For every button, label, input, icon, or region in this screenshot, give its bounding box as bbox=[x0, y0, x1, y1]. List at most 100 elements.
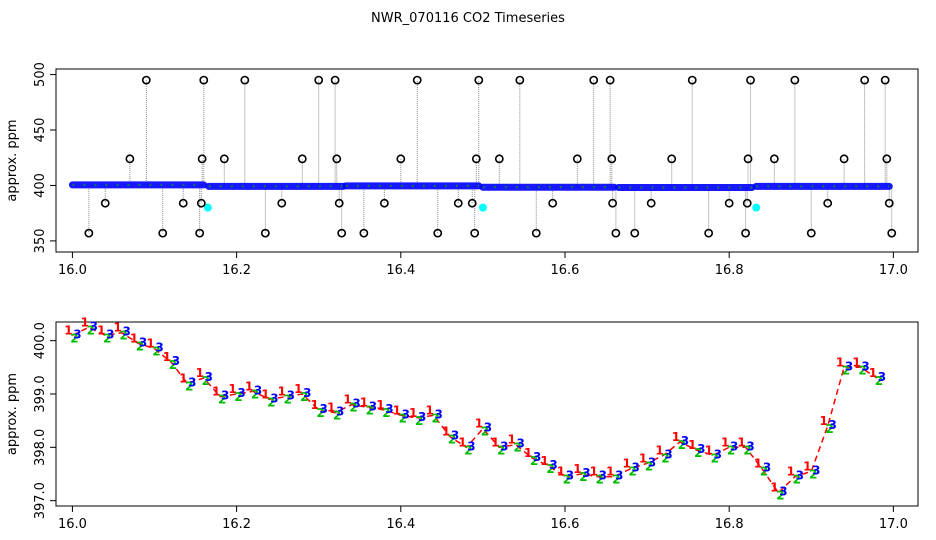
co2-point-25-digit-1: 1 bbox=[475, 417, 483, 431]
outlier-point-40 bbox=[630, 228, 640, 238]
co2-point-16-digit-1: 1 bbox=[327, 401, 335, 415]
co2-point-4-digit-1: 1 bbox=[130, 331, 138, 345]
top-panel-marks bbox=[68, 75, 897, 238]
co2-series-line bbox=[72, 326, 878, 494]
co2-point-8-digit-3: 3 bbox=[205, 370, 213, 384]
co2-point-41-digit-3: 3 bbox=[746, 439, 754, 453]
top-panel-y-tick-label-0: 350 bbox=[33, 228, 48, 253]
outlier-point-43 bbox=[687, 75, 697, 85]
co2-point-41-digit-2: 2 bbox=[743, 443, 751, 457]
bottom-panel-y-tick-label-0: 397.0 bbox=[33, 482, 48, 519]
co2-point-45-digit-3: 3 bbox=[812, 463, 820, 477]
outlier-point-13 bbox=[277, 198, 287, 208]
co2-point-35-digit-2: 2 bbox=[645, 459, 653, 473]
co2-point-26-digit-3: 3 bbox=[500, 439, 508, 453]
co2-point-47-digit-1: 1 bbox=[836, 355, 844, 369]
co2-point-3-digit-1: 1 bbox=[113, 321, 121, 335]
co2-point-22-digit-1: 1 bbox=[425, 403, 433, 417]
outlier-point-12 bbox=[260, 228, 270, 238]
outlier-point-28 bbox=[474, 75, 484, 85]
co2-point-1-digit-3: 3 bbox=[90, 319, 98, 333]
co2-point-3-digit-3: 3 bbox=[122, 325, 130, 339]
outlier-point-2 bbox=[125, 154, 135, 164]
co2-point-33-digit-1: 1 bbox=[606, 465, 614, 479]
outlier-point-24 bbox=[433, 228, 443, 238]
co2-point-9-digit-1: 1 bbox=[212, 385, 220, 399]
outlier-point-34 bbox=[572, 154, 582, 164]
co2-point-23-digit-2: 2 bbox=[448, 433, 456, 447]
co2-point-23-digit-3: 3 bbox=[451, 429, 459, 443]
co2-point-45-digit-1: 1 bbox=[803, 459, 811, 473]
outlier-point-56 bbox=[880, 75, 890, 85]
outlier-point-10 bbox=[219, 154, 229, 164]
outlier-point-38 bbox=[608, 198, 618, 208]
outlier-point-30 bbox=[494, 154, 504, 164]
co2-point-10-digit-1: 1 bbox=[228, 382, 236, 396]
co2-point-20-digit-3: 3 bbox=[402, 407, 410, 421]
co2-point-29-digit-2: 2 bbox=[546, 462, 554, 476]
outlier-point-9 bbox=[196, 198, 206, 208]
top-panel-frame bbox=[55, 68, 919, 253]
outlier-point-14 bbox=[297, 154, 307, 164]
bottom-panel-y-axis-label: approx. ppm bbox=[5, 373, 20, 455]
co2-point-2-digit-1: 1 bbox=[97, 323, 105, 337]
co2-point-18-digit-1: 1 bbox=[360, 395, 368, 409]
co2-point-6-digit-2: 2 bbox=[169, 358, 177, 372]
outlier-point-54 bbox=[839, 154, 849, 164]
bottom-panel-y-tick-label-3: 400.0 bbox=[33, 322, 48, 359]
co2-point-12-digit-3: 3 bbox=[270, 391, 278, 405]
co2-point-43-digit-3: 3 bbox=[779, 485, 787, 499]
co2-point-49-digit-3: 3 bbox=[878, 370, 886, 384]
co2-point-12-digit-2: 2 bbox=[267, 395, 275, 409]
co2-point-29-digit-3: 3 bbox=[549, 458, 557, 472]
co2-point-27-digit-1: 1 bbox=[508, 433, 516, 447]
bottom-panel-x-tick-label-5: 17.0 bbox=[879, 517, 908, 532]
outlier-point-6 bbox=[195, 228, 205, 238]
outlier-point-39 bbox=[611, 228, 621, 238]
top-panel-y-axis-label: approx. ppm bbox=[5, 119, 20, 201]
outlier-point-15 bbox=[314, 75, 324, 85]
co2-point-26-digit-2: 2 bbox=[497, 443, 505, 457]
outlier-point-51 bbox=[790, 75, 800, 85]
co2-point-16-digit-3: 3 bbox=[336, 405, 344, 419]
co2-point-15-digit-2: 2 bbox=[317, 406, 325, 420]
co2-point-8-digit-2: 2 bbox=[202, 374, 210, 388]
outlier-point-57 bbox=[882, 154, 892, 164]
co2-point-34-digit-3: 3 bbox=[631, 461, 639, 475]
outlier-point-50 bbox=[769, 154, 779, 164]
bottom-panel-frame bbox=[55, 321, 919, 507]
outlier-point-35 bbox=[589, 75, 599, 85]
co2-point-10-digit-2: 2 bbox=[234, 390, 242, 404]
co2-point-0-digit-1: 1 bbox=[64, 323, 72, 337]
co2-point-44-digit-3: 3 bbox=[796, 469, 804, 483]
outlier-point-18 bbox=[334, 198, 344, 208]
top-panel-x-tick-label-3: 16.6 bbox=[551, 263, 580, 278]
top-panel-x-tick-label-0: 16.0 bbox=[58, 263, 87, 278]
co2-point-11-digit-3: 3 bbox=[254, 383, 262, 397]
co2-point-6-digit-3: 3 bbox=[172, 354, 180, 368]
co2-point-48-digit-2: 2 bbox=[858, 363, 866, 377]
co2-point-30-digit-3: 3 bbox=[566, 469, 574, 483]
co2-point-4-digit-3: 3 bbox=[139, 335, 147, 349]
co2-point-11-digit-2: 2 bbox=[251, 387, 259, 401]
outlier-point-5 bbox=[178, 198, 188, 208]
outlier-point-25 bbox=[453, 198, 463, 208]
outlier-point-20 bbox=[359, 228, 369, 238]
top-panel-y-tick-label-1: 400 bbox=[33, 173, 48, 198]
co2-point-37-digit-1: 1 bbox=[672, 430, 680, 444]
co2-point-40-digit-3: 3 bbox=[730, 439, 738, 453]
co2-point-45-digit-2: 2 bbox=[809, 467, 817, 481]
top-panel-axes: 16.0 16.2 16.4 16.6 16.8 17.0 350 400 450 500 bbox=[33, 62, 908, 278]
outlier-point-27 bbox=[471, 154, 481, 164]
top-panel-x-tick-label-2: 16.4 bbox=[386, 263, 415, 278]
outlier-point-53 bbox=[823, 198, 833, 208]
highlight-point-1 bbox=[478, 203, 487, 212]
co2-point-14-digit-3: 3 bbox=[303, 386, 311, 400]
co2-point-13-digit-3: 3 bbox=[287, 389, 295, 403]
co2-point-1-digit-2: 2 bbox=[87, 323, 95, 337]
co2-point-48-digit-1: 1 bbox=[852, 355, 860, 369]
top-panel: approx. ppm 16.0 16.2 16.4 16.6 16.8 17.0 350 4… bbox=[5, 62, 919, 278]
co2-point-42-digit-1: 1 bbox=[754, 457, 762, 471]
co2-point-6-digit-1: 1 bbox=[163, 350, 171, 364]
